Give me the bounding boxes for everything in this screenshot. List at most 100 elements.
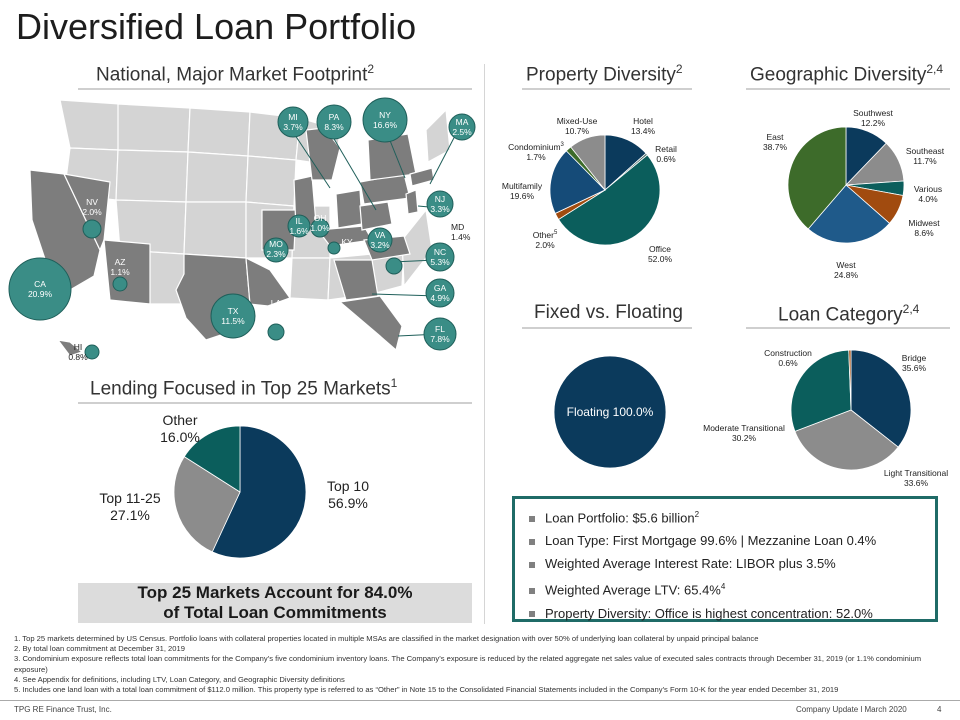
bubble-label-oh: OH 1.0% xyxy=(310,213,330,233)
map-bubble xyxy=(263,237,289,263)
geo-label-east: East 38.7% xyxy=(762,132,788,152)
map-bubble xyxy=(385,257,403,275)
map-bubble xyxy=(287,214,311,238)
pie-slice-office xyxy=(558,154,661,246)
bubble-label-ny: NY 16.6% xyxy=(372,110,398,130)
footer-update: Company Update l March 2020 xyxy=(796,705,907,714)
pie-slice-top-10 xyxy=(211,425,307,559)
footnote: 4. See Appendix for definitions, includi… xyxy=(14,674,345,684)
geo-label-west: West 24.8% xyxy=(833,260,859,280)
kpi-item: Weighted Average Interest Rate: LIBOR pl… xyxy=(529,552,935,575)
category-title-rule xyxy=(746,327,950,329)
map-bubble xyxy=(316,104,352,140)
footnote: 5. Includes one land loan with a total l… xyxy=(14,685,839,695)
page-title: Diversified Loan Portfolio xyxy=(16,6,417,47)
map-bubble xyxy=(423,317,457,351)
top25-label-top11-25: Top 11-25 27.1% xyxy=(99,490,161,523)
bubble-label-nj: NJ 3.3% xyxy=(430,194,450,214)
bubble-label-hi: HI 0.8% xyxy=(68,342,88,362)
bubble-label-mo: MO 2.3% xyxy=(266,239,286,259)
prop-label-condominium: Condominium3 1.7% xyxy=(508,141,564,162)
map-section-title: National, Major Market Footprint2 xyxy=(96,62,375,86)
bubble-label-md: MD 1.4% xyxy=(451,222,471,242)
kpi-item: Loan Type: First Mortgage 99.6% | Mezzan… xyxy=(529,529,935,552)
footnote: 1. Top 25 markets determined by US Censu… xyxy=(14,634,759,643)
bubble-label-la: LA 1.0% xyxy=(266,298,286,318)
bubble-label-pa: PA 8.3% xyxy=(324,112,344,132)
kpi-item: Property Diversity: Office is highest co… xyxy=(529,602,935,625)
pie-slice-west xyxy=(807,184,891,244)
kpi-item: Weighted Average LTV: 65.4%4 xyxy=(529,575,935,601)
prop-label-hotel: Hotel 13.4% xyxy=(630,116,656,136)
bubble-label-ma: MA 2.5% xyxy=(452,117,472,137)
prop-label-mixed-use: Mixed-Use 10.7% xyxy=(556,116,598,136)
footnotes: 1. Top 25 markets determined by US Censu… xyxy=(14,634,944,695)
property-section-title: Property Diversity2 xyxy=(526,62,683,86)
bubble-label-fl: FL 7.8% xyxy=(430,324,450,344)
footer-rule xyxy=(0,700,960,701)
footnote: 2. By total loan commitment at December … xyxy=(14,644,185,654)
map-bubble xyxy=(367,227,393,253)
pie-slice-bridge xyxy=(850,349,912,448)
map-bubble xyxy=(425,278,455,308)
column-divider xyxy=(484,64,485,624)
geo-label-various: Various 4.0% xyxy=(913,184,943,204)
pie-slice-construction xyxy=(848,349,852,411)
map-bubble-layer xyxy=(8,97,476,360)
map-bubble xyxy=(210,293,256,339)
map-bubble xyxy=(267,323,285,341)
map-bubble xyxy=(8,257,72,321)
map-bubble xyxy=(426,190,454,218)
bubble-label-ca: CA 20.9% xyxy=(27,279,53,299)
top25-callout: Top 25 Markets Account for 84.0% of Total… xyxy=(78,583,472,623)
bubble-label-nv: NV 2.0% xyxy=(82,197,102,217)
category-section-title: Loan Category2,4 xyxy=(778,302,920,326)
map-bubble xyxy=(310,218,330,238)
pie-slice-mixed-use xyxy=(570,134,606,192)
kpi-box: Loan Portfolio: $5.6 billion2 Loan Type:… xyxy=(512,496,938,622)
map-bubble xyxy=(277,106,309,138)
category-pie xyxy=(790,349,912,471)
geo-label-southwest: Southwest 12.2% xyxy=(853,108,893,128)
bubble-label-ky: KY 0.7 xyxy=(341,237,353,257)
geo-section-title: Geographic Diversity2,4 xyxy=(750,62,944,86)
bubble-label-tx: TX 11.5% xyxy=(221,306,245,326)
bubble-label-va: VA 3.2% xyxy=(370,230,390,250)
property-title-rule xyxy=(522,88,692,90)
top25-label-other: Other 16.0% xyxy=(160,412,200,445)
leader-line xyxy=(292,131,331,189)
map-bubble xyxy=(82,219,102,239)
cat-label-bridge: Bridge 35.6% xyxy=(901,353,927,373)
footnote: 3. Condominium exposure reflects total l… xyxy=(14,654,922,674)
map-bubble xyxy=(448,113,476,141)
property-pie xyxy=(549,134,661,246)
kpi-item: Loan Portfolio: $5.6 billion2 xyxy=(529,503,935,529)
geo-label-southeast: Southeast 11.7% xyxy=(905,146,945,166)
footer-company: TPG RE Finance Trust, Inc. xyxy=(14,705,112,714)
map-bubble xyxy=(84,344,100,360)
cat-label-light-transitional: Light Transitional 33.6% xyxy=(883,468,949,488)
page-number: 4 xyxy=(937,705,942,714)
lending-section-title: Lending Focused in Top 25 Markets1 xyxy=(90,376,398,400)
map-bubble xyxy=(327,241,341,255)
pie-slice-other xyxy=(183,425,241,493)
bubble-label-nc: NC 5.3% xyxy=(430,247,450,267)
pie-slice-floating xyxy=(553,355,667,469)
geo-label-midwest: Midwest 8.6% xyxy=(908,218,940,238)
top25-label-top10: Top 10 56.9% xyxy=(326,478,370,511)
prop-label-multifamily: Multifamily 19.6% xyxy=(501,181,543,201)
map-bubble xyxy=(112,276,128,292)
bubble-label-az: AZ 1.1% xyxy=(110,257,130,277)
map-title-rule xyxy=(78,88,472,90)
pie-slice-top-11-25 xyxy=(173,456,241,553)
pie-slice-multifamily xyxy=(549,150,606,214)
pie-slice-light-transitional xyxy=(794,409,899,471)
bubble-label-il: IL 1.6% xyxy=(289,216,309,236)
lending-title-rule xyxy=(78,402,472,404)
floating-pie xyxy=(553,355,667,469)
geo-title-rule xyxy=(746,88,950,90)
cat-label-construction: Construction 0.6% xyxy=(764,348,812,368)
map-bubble xyxy=(362,97,408,143)
fixed-title-rule xyxy=(522,327,692,329)
prop-label-other: Other5 2.0% xyxy=(532,229,558,250)
